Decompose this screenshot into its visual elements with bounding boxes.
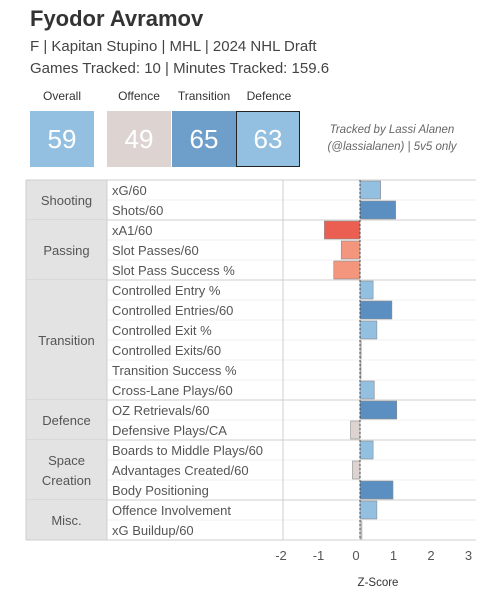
metric-label: Controlled Exit % <box>112 323 212 338</box>
metric-label: xG/60 <box>112 183 147 198</box>
bar-controlled-entries-60 <box>359 300 393 320</box>
tracking-info: Games Tracked: 10 | Minutes Tracked: 159… <box>30 60 330 77</box>
bar-oz-retrievals-60 <box>359 400 398 420</box>
group-cell <box>26 400 107 440</box>
metric-label: Transition Success % <box>112 363 237 378</box>
metric-label: Controlled Exits/60 <box>112 343 221 358</box>
group-label: Shooting <box>41 193 92 208</box>
score-box-transition: 65 <box>172 111 236 167</box>
metric-label: Slot Pass Success % <box>112 263 235 278</box>
score-label-overall: Overall <box>42 89 81 103</box>
group-label: Space <box>48 453 85 468</box>
player-subtitle: F | Kapitan Stupino | MHL | 2024 NHL Dra… <box>30 38 317 55</box>
group-cell <box>26 220 107 280</box>
group-label: Defence <box>42 413 90 428</box>
metric-label: Defensive Plays/CA <box>112 423 227 438</box>
credit-line-1: Tracked by Lassi Alanen <box>329 124 455 136</box>
metric-label: Advantages Created/60 <box>112 463 249 478</box>
bar-slot-passes-60 <box>340 240 361 260</box>
metric-label: Offence Involvement <box>112 503 231 518</box>
metric-label: Cross-Lane Plays/60 <box>112 383 233 398</box>
score-label-offence: Offence <box>118 89 160 103</box>
score-label-transition: Transition <box>177 89 231 103</box>
player-name: Fyodor Avramov <box>30 6 204 31</box>
bar-xa1-60 <box>324 220 361 240</box>
score-box-overall: 59 <box>30 111 94 167</box>
credit: Tracked by Lassi Alanen (@lassialanen) |… <box>304 122 480 156</box>
group-label: Creation <box>42 473 91 488</box>
bar-slot-pass-success- <box>333 260 361 280</box>
metric-label: Slot Passes/60 <box>112 243 199 258</box>
x-tick-label: -2 <box>275 548 287 563</box>
metric-label: Boards to Middle Plays/60 <box>112 443 263 458</box>
metric-label: Shots/60 <box>112 203 163 218</box>
group-label: Transition <box>38 333 95 348</box>
score-label-defence: Defence <box>246 89 292 103</box>
group-label: Misc. <box>51 513 81 528</box>
metric-label: Body Positioning <box>112 483 209 498</box>
group-cell <box>26 500 107 540</box>
bar-offence-involvement <box>359 500 378 520</box>
group-cell <box>26 280 107 400</box>
bar-defensive-plays-ca <box>350 420 361 440</box>
metric-label: xA1/60 <box>112 223 152 238</box>
group-cell <box>26 180 107 220</box>
x-tick-label: 0 <box>352 548 359 563</box>
group-label: Passing <box>43 243 89 258</box>
group-cell <box>26 440 107 500</box>
credit-line-2: (@lassialanen) | 5v5 only <box>327 141 457 153</box>
x-tick-label: 1 <box>390 548 397 563</box>
bar-controlled-entry- <box>359 280 374 300</box>
bar-cross-lane-plays-60 <box>359 380 375 400</box>
metric-label: Controlled Entries/60 <box>112 303 233 318</box>
bar-controlled-exit- <box>359 320 378 340</box>
bar-shots-60 <box>359 200 396 220</box>
bar-advantages-created-60 <box>352 460 361 480</box>
x-tick-label: -1 <box>313 548 325 563</box>
x-tick-label: 2 <box>427 548 434 563</box>
metric-label: xG Buildup/60 <box>112 523 194 538</box>
metric-label: OZ Retrievals/60 <box>112 403 210 418</box>
metric-label: Controlled Entry % <box>112 283 221 298</box>
x-tick-label: 3 <box>465 548 472 563</box>
score-box-defence: 63 <box>236 111 300 167</box>
score-box-offence: 49 <box>107 111 171 167</box>
x-axis-title: Z-Score <box>358 577 399 589</box>
bar-xg-60 <box>359 180 381 200</box>
bar-boards-to-middle-plays-60 <box>359 440 374 460</box>
bar-body-positioning <box>359 480 394 500</box>
